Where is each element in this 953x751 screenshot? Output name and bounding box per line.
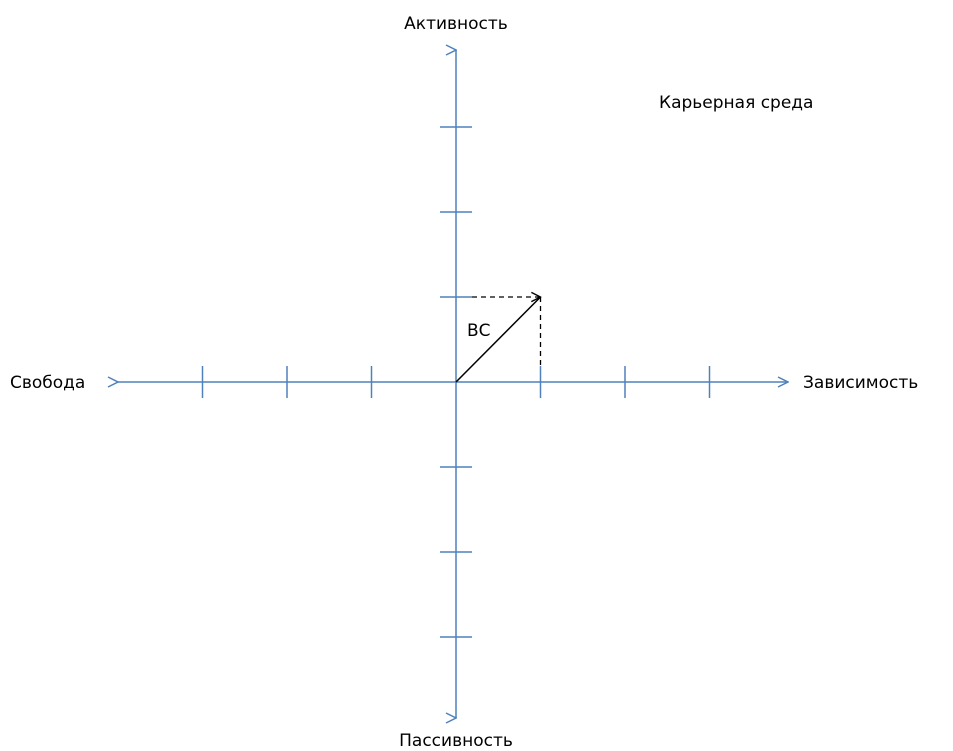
career-vector-arrow bbox=[455, 297, 541, 383]
axis-label-right: Зависимость bbox=[803, 373, 918, 393]
axis-label-left: Свобода bbox=[10, 373, 85, 393]
vector-label: ВС bbox=[467, 321, 491, 341]
axis-ticks bbox=[201, 126, 711, 638]
axis-label-bottom: Пассивность bbox=[399, 731, 513, 751]
axis-label-top: Активность bbox=[404, 14, 508, 34]
diagram-title: Карьерная среда bbox=[659, 93, 813, 113]
